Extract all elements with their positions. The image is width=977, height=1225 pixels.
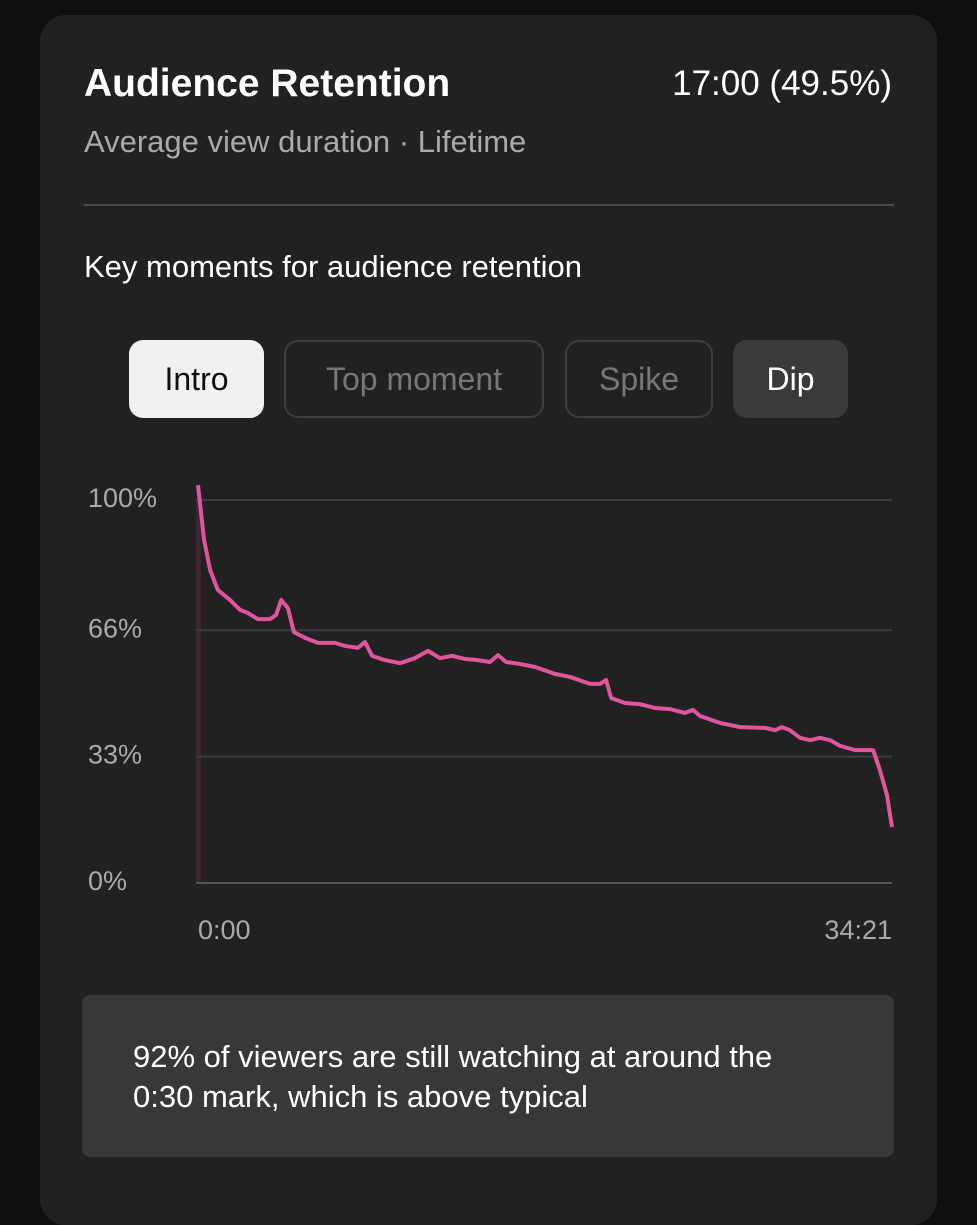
intro-highlight [196, 500, 201, 883]
insight-box: 92% of viewers are still watching at aro… [82, 995, 894, 1157]
y-tick-label: 66% [88, 613, 142, 643]
tab[interactable]: Intro [129, 340, 264, 418]
chart: 0% 33% 66% 100% 0:00 34:21 [88, 483, 894, 945]
metric: 17:00 (49.5%) [672, 64, 892, 103]
tab[interactable]: Top moment [284, 340, 544, 418]
divider [84, 204, 894, 206]
tab[interactable]: Dip [733, 340, 848, 418]
page: Audience Retention 17:00 (49.5%) Average… [40, 15, 937, 1225]
insight-text: 92% of viewers are still watching at aro… [133, 1039, 773, 1114]
x-tick-label: 34:21 [824, 915, 892, 945]
retention-line [196, 484, 894, 828]
x-tick-label: 0:00 [198, 915, 251, 945]
tab[interactable]: Spike [565, 340, 713, 418]
title: Audience Retention [84, 62, 451, 105]
y-tick-label: 100% [88, 483, 157, 513]
y-tick-label: 0% [88, 866, 127, 896]
y-tick-label: 33% [88, 740, 142, 770]
subtitle: Average view duration · Lifetime [84, 124, 527, 159]
section-title: Key moments for audience retention [84, 249, 582, 284]
